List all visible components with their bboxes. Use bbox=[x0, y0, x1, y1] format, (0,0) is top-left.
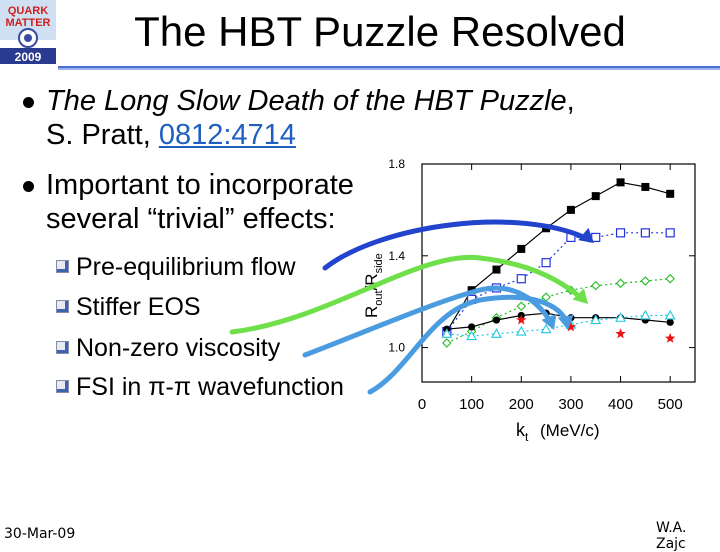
x-axis-units: (MeV/c) bbox=[540, 421, 600, 440]
bullet-2-line-1: Important to incorporate bbox=[46, 169, 354, 201]
x-tick-label: 500 bbox=[658, 396, 683, 413]
data-point-series-3 bbox=[492, 316, 501, 324]
data-point-series-4 bbox=[590, 314, 602, 325]
logo-line-2: MATTER bbox=[5, 17, 50, 29]
bullet-1: The Long Slow Death of the HBT Puzzle, S… bbox=[46, 84, 575, 152]
data-point-series-0 bbox=[616, 178, 625, 187]
series-line-3 bbox=[446, 312, 671, 330]
data-point-series-5 bbox=[665, 332, 676, 343]
sub-bullet-marker-1 bbox=[56, 260, 69, 273]
data-point-series-2 bbox=[665, 273, 675, 284]
data-point-series-2 bbox=[640, 276, 651, 286]
logo-year: 2009 bbox=[15, 50, 42, 64]
data-point-series-1 bbox=[665, 228, 675, 238]
series-line-1 bbox=[446, 232, 671, 332]
paper-author: S. Pratt, bbox=[46, 119, 159, 151]
data-point-series-1 bbox=[516, 274, 526, 284]
x-tick-label: 100 bbox=[459, 396, 484, 413]
y-tick-label: 1.4 bbox=[388, 249, 405, 263]
paper-title: The Long Slow Death of the HBT Puzzle bbox=[46, 85, 567, 117]
data-point-series-3 bbox=[666, 318, 674, 326]
logo-line-1: QUARK bbox=[8, 5, 48, 17]
bullet-2-line-2: several “trivial” effects: bbox=[46, 203, 336, 235]
title-underline bbox=[58, 66, 720, 70]
sub-bullet-pre-equilibrium: Pre-equilibrium flow bbox=[76, 253, 296, 281]
sub-bullet-marker-2 bbox=[56, 300, 69, 313]
arrow-head-stiffer-eos bbox=[572, 288, 588, 304]
data-point-series-1 bbox=[541, 258, 551, 268]
plot-frame bbox=[421, 163, 696, 383]
data-point-series-2 bbox=[590, 280, 601, 291]
data-point-series-5 bbox=[516, 314, 527, 325]
bullet-2: Important to incorporate several “trivia… bbox=[46, 168, 354, 236]
data-point-series-4 bbox=[491, 328, 502, 338]
arrow-head-viscosity bbox=[541, 314, 557, 330]
sub-bullet-marker-4 bbox=[56, 380, 69, 393]
data-point-series-3 bbox=[468, 323, 476, 331]
arrow-head-pre-equilibrium bbox=[578, 227, 594, 243]
data-point-series-0 bbox=[641, 182, 650, 191]
arrow-fsi bbox=[367, 294, 570, 395]
x-tick-label: 0 bbox=[418, 396, 426, 413]
series-line-2 bbox=[446, 278, 671, 344]
data-point-series-0 bbox=[591, 192, 600, 201]
paper-title-comma: , bbox=[566, 85, 575, 117]
data-point-series-4 bbox=[540, 323, 552, 334]
data-point-series-4 bbox=[639, 309, 651, 320]
data-point-series-4 bbox=[515, 325, 527, 336]
bullet-dot-2 bbox=[23, 181, 34, 192]
x-axis-label-sub: t bbox=[525, 430, 529, 444]
y-tick-label: 1.8 bbox=[388, 157, 405, 171]
data-point-series-0 bbox=[517, 244, 526, 253]
arxiv-link[interactable]: 0812:4714 bbox=[158, 119, 296, 151]
y-tick-label: 1.0 bbox=[388, 341, 405, 355]
data-point-series-4 bbox=[466, 330, 478, 341]
data-point-series-0 bbox=[492, 265, 501, 274]
footer-author: W.A. Zajc bbox=[656, 520, 687, 552]
arrow-stiffer-eos bbox=[229, 254, 587, 335]
data-point-series-4 bbox=[441, 328, 453, 338]
series-line-4 bbox=[446, 314, 671, 337]
arrow-head-fsi bbox=[557, 314, 574, 330]
footer-date: 30-Mar-09 bbox=[4, 526, 76, 542]
quark-matter-logo: QUARK MATTER 2009 bbox=[0, 0, 56, 66]
sub-bullet-stiffer-eos: Stiffer EOS bbox=[76, 293, 201, 321]
sub-bullet-viscosity: Non-zero viscosity bbox=[76, 334, 281, 362]
data-point-series-5 bbox=[565, 321, 577, 332]
data-point-series-0 bbox=[566, 205, 575, 214]
x-tick-label: 200 bbox=[509, 396, 534, 413]
data-point-series-4 bbox=[664, 309, 676, 320]
series-line-0 bbox=[446, 181, 671, 332]
sub-bullet-fsi: FSI in π-π wavefunction bbox=[76, 373, 344, 401]
data-point-series-2 bbox=[516, 301, 527, 312]
data-point-series-4 bbox=[615, 312, 626, 322]
data-point-series-1 bbox=[640, 228, 650, 238]
x-tick-label: 400 bbox=[608, 396, 633, 413]
x-axis-label: kt bbox=[516, 420, 529, 444]
data-point-series-2 bbox=[442, 338, 452, 348]
arrow-viscosity bbox=[302, 285, 555, 358]
data-point-series-0 bbox=[666, 189, 675, 198]
slide-title: The HBT Puzzle Resolved bbox=[134, 8, 626, 55]
sub-bullet-marker-3 bbox=[56, 341, 69, 354]
x-tick-label: 300 bbox=[558, 396, 583, 413]
data-point-series-2 bbox=[615, 278, 626, 289]
bullet-dot-1 bbox=[23, 97, 34, 108]
data-point-series-5 bbox=[615, 328, 626, 339]
data-point-series-1 bbox=[615, 228, 626, 238]
arrow-pre-equilibrium bbox=[322, 219, 593, 271]
